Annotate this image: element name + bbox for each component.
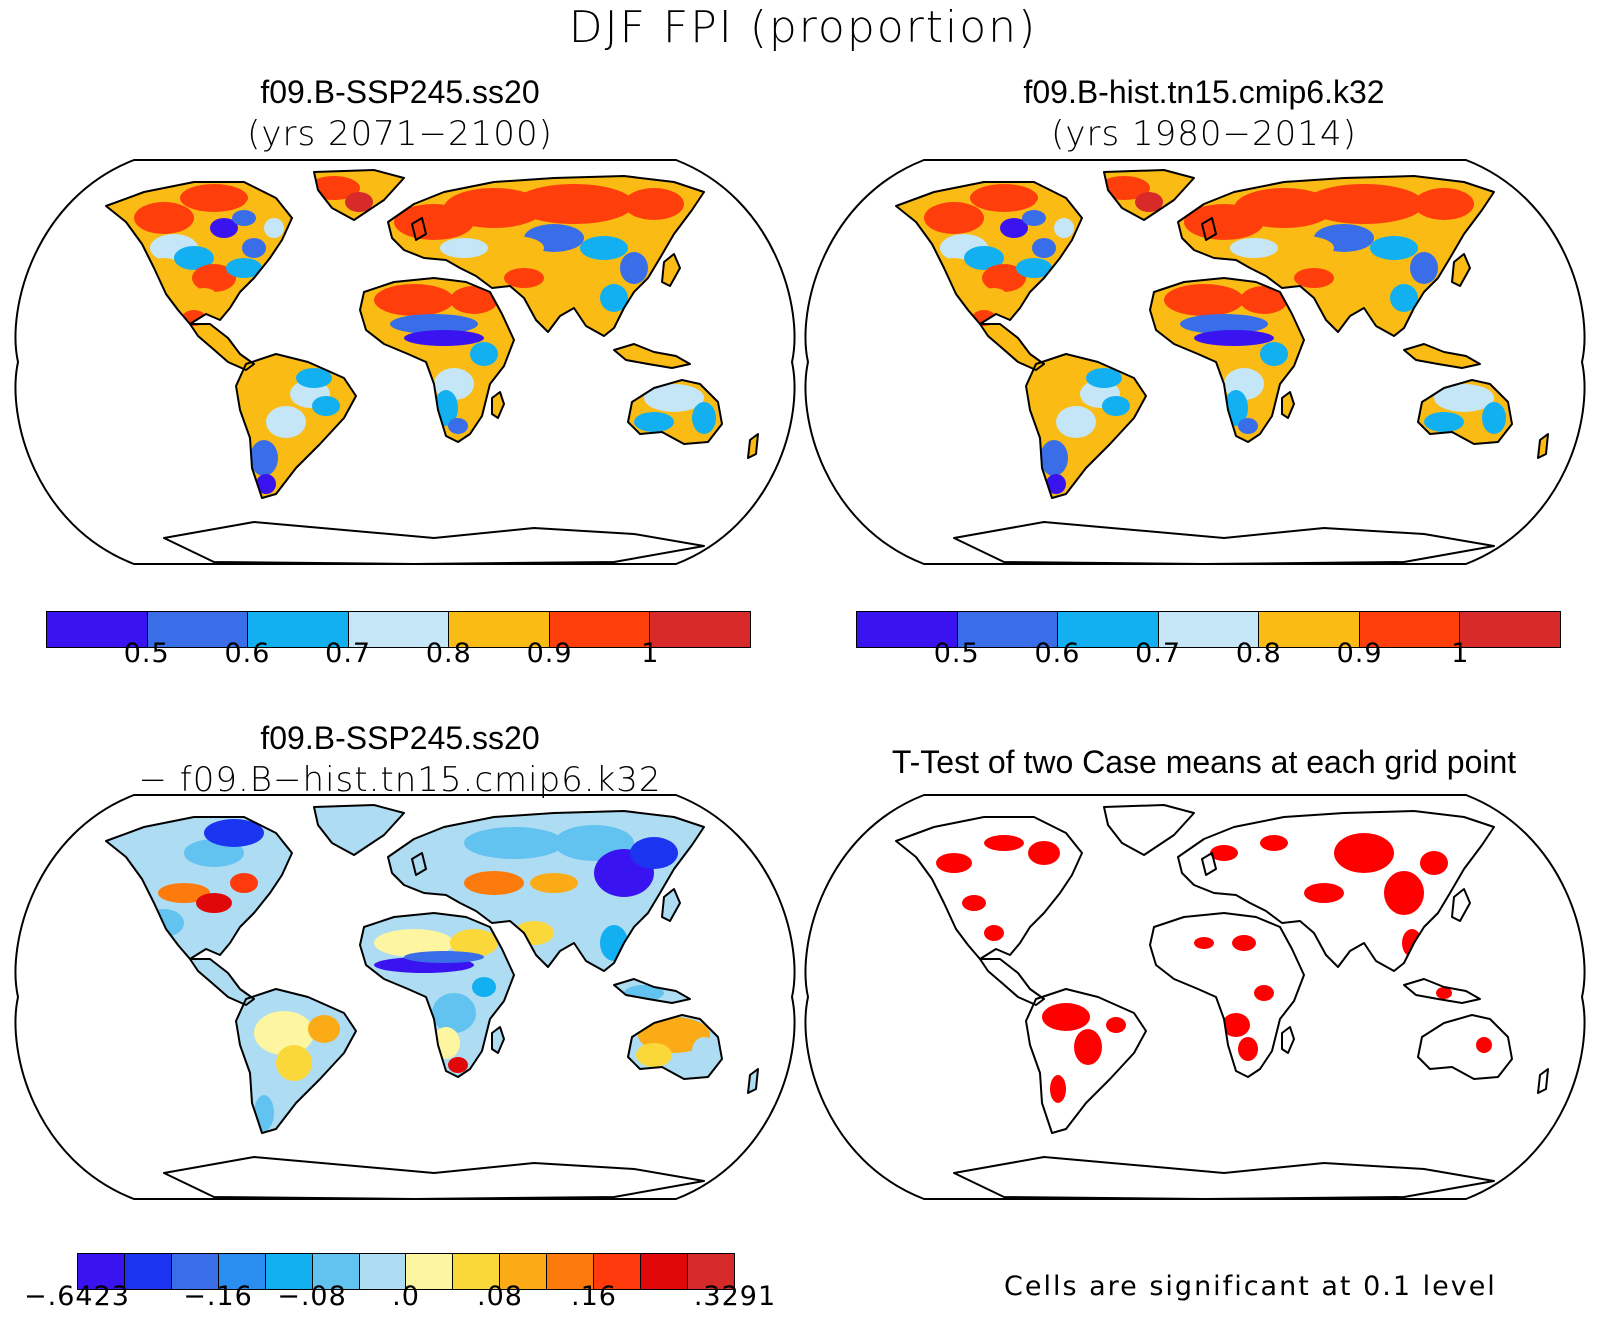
colorbar-swatch (312, 1254, 360, 1289)
colorbar-tick-label: −.6423 (24, 1281, 130, 1312)
colorbar-swatch (1058, 612, 1159, 647)
colorbar-swatch (500, 1254, 548, 1289)
colorbar-swatch (1158, 612, 1260, 647)
land-fill (896, 805, 1548, 1199)
colorbar-tick-label: .16 (571, 1281, 617, 1312)
colorbar-swatch (549, 612, 651, 647)
map-frame (14, 159, 796, 565)
colorbar-swatch (449, 612, 550, 647)
map-panel-top-left (14, 159, 796, 565)
colorbar-swatch (406, 1254, 454, 1289)
panel-subtitle-top-left: (yrs 2071−2100) (247, 114, 553, 154)
colorbar-swatch (218, 1254, 266, 1289)
colorbar-tick-label: 0.7 (1135, 638, 1182, 669)
colorbar-swatch (650, 612, 751, 647)
panel-title-top-left: f09.B-SSP245.ss20 (260, 74, 540, 110)
colorbar-swatch (857, 612, 958, 647)
colorbar-tick-label: .08 (477, 1281, 523, 1312)
land-fill (106, 805, 758, 1199)
colorbar-tick-label: 0.6 (224, 638, 271, 669)
panel-title-top-right: f09.B-hist.tn15.cmip6.k32 (1023, 74, 1385, 110)
colorbar-tick-label: 0.5 (933, 638, 980, 669)
colorbar-swatch (359, 1254, 407, 1289)
map-frame (804, 159, 1586, 565)
colorbar-tick-label: 0.7 (325, 638, 372, 669)
colorbar-swatch (47, 612, 148, 647)
colorbar-swatch (124, 1254, 172, 1289)
colorbar-swatch (1359, 612, 1461, 647)
colorbar-tick-label: 0.6 (1034, 638, 1081, 669)
map-panel-bottom-right (804, 794, 1586, 1200)
land-fill (106, 170, 758, 564)
colorbar-swatch (1460, 612, 1561, 647)
colorbar-tick-label: .0 (392, 1281, 420, 1312)
colorbar-swatch (171, 1254, 219, 1289)
colorbar-tick-label: 0.5 (123, 638, 170, 669)
colorbar-tick-label: 0.8 (425, 638, 472, 669)
land-fill (896, 170, 1548, 564)
colorbar-swatch (641, 1254, 688, 1289)
colorbar-tick-label: 0.9 (526, 638, 573, 669)
colorbar-tick-label: 0.8 (1235, 638, 1282, 669)
colorbar-tick-label: 0.9 (1336, 638, 1383, 669)
colorbar-swatch (147, 612, 249, 647)
colorbar-tick-label: .3291 (693, 1281, 777, 1312)
colorbar-tick-label: 1 (641, 638, 660, 669)
colorbar-swatch (348, 612, 450, 647)
map-frame (14, 794, 796, 1200)
colorbar-swatch (957, 612, 1059, 647)
colorbar-top-left (46, 611, 751, 648)
colorbar-swatch (687, 1254, 734, 1289)
map-frame (804, 794, 1586, 1200)
colorbar-tick-label: −.16 (183, 1281, 253, 1312)
colorbar-bottom-left (77, 1253, 735, 1290)
colorbar-swatch (78, 1254, 125, 1289)
colorbar-tick-label: −.08 (277, 1281, 347, 1312)
panel-subtitle-bottom-left: − f09.B−hist.tn15.cmip6.k32 (138, 760, 662, 800)
colorbar-top-right (856, 611, 1561, 648)
figure-title: DJF FPI (proportion) (568, 2, 1038, 53)
colorbar-swatch (248, 612, 349, 647)
colorbar-swatch (594, 1254, 642, 1289)
colorbar-tick-label: 1 (1451, 638, 1470, 669)
panel-title-bottom-left: f09.B-SSP245.ss20 (260, 720, 540, 756)
colorbar-swatch (547, 1254, 595, 1289)
colorbar-swatch (265, 1254, 313, 1289)
map-panel-top-right (804, 159, 1586, 565)
significance-note: Cells are significant at 0.1 level (1004, 1271, 1497, 1302)
map-panel-bottom-left (14, 794, 796, 1200)
colorbar-swatch (453, 1254, 501, 1289)
panel-title-bottom-right: T-Test of two Case means at each grid po… (891, 744, 1517, 780)
colorbar-swatch (1259, 612, 1360, 647)
panel-subtitle-top-right: (yrs 1980−2014) (1051, 114, 1357, 154)
